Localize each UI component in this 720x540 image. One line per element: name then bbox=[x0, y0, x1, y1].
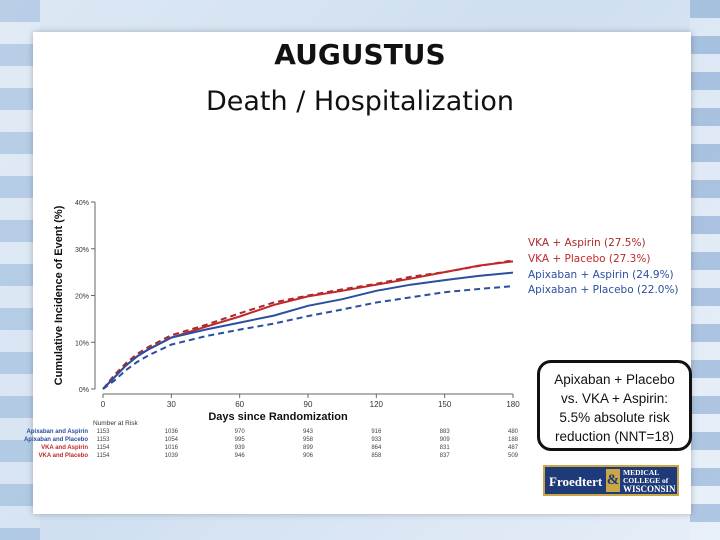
at-risk-value: 909 bbox=[440, 437, 451, 443]
slide-title: AUGUSTUS bbox=[274, 38, 446, 71]
legend-entry: VKA + Placebo (27.3%) bbox=[528, 253, 650, 265]
x-axis-label: Days since Randomization bbox=[208, 411, 348, 423]
logo-ampersand: & bbox=[606, 469, 620, 492]
callout-line-2: vs. VKA + Aspirin: bbox=[561, 391, 668, 406]
at-risk-value: 899 bbox=[303, 445, 314, 451]
at-risk-value: 958 bbox=[303, 437, 314, 443]
callout-box: Apixaban + Placebo vs. VKA + Aspirin: 5.… bbox=[537, 360, 692, 451]
x-tick-label: 90 bbox=[304, 400, 313, 409]
at-risk-value: 837 bbox=[440, 453, 451, 459]
series-line-1 bbox=[102, 260, 514, 390]
callout-line-1: Apixaban + Placebo bbox=[554, 372, 675, 387]
logo-left-text: Froedtert bbox=[549, 474, 603, 489]
at-risk-value: 831 bbox=[440, 445, 451, 451]
x-tick-label: 30 bbox=[167, 400, 176, 409]
legend-entry: VKA + Aspirin (27.5%) bbox=[528, 237, 646, 249]
at-risk-row-label: VKA and Placebo bbox=[39, 453, 89, 459]
at-risk-value: 1153 bbox=[97, 429, 111, 435]
logo-right-line-1: MEDICAL bbox=[623, 468, 660, 477]
series-line-2 bbox=[102, 271, 514, 390]
background-stripes-right bbox=[690, 0, 720, 540]
at-risk-value: 1016 bbox=[165, 445, 179, 451]
logo-right-line-3: WISCONSIN bbox=[623, 484, 676, 494]
y-tick-label: 40% bbox=[75, 200, 89, 207]
at-risk-value: 1039 bbox=[165, 453, 179, 459]
logo-right-line-2: COLLEGE of bbox=[623, 476, 669, 485]
at-risk-value: 939 bbox=[235, 445, 246, 451]
institution-logo: Froedtert & MEDICAL COLLEGE of WISCONSIN bbox=[543, 465, 679, 496]
at-risk-value: 188 bbox=[508, 437, 519, 443]
x-tick-label: 0 bbox=[101, 400, 106, 409]
at-risk-value: 883 bbox=[440, 429, 451, 435]
at-risk-header: Number at Risk bbox=[93, 420, 139, 427]
at-risk-value: 916 bbox=[371, 429, 382, 435]
at-risk-row-label: Apixaban and Aspirin bbox=[27, 429, 89, 435]
at-risk-value: 946 bbox=[235, 453, 246, 459]
at-risk-row-label: Apixaban and Placebo bbox=[24, 437, 88, 443]
y-tick-label: 0% bbox=[79, 387, 89, 394]
y-tick-label: 30% bbox=[75, 247, 89, 254]
slide-subtitle: Death / Hospitalization bbox=[205, 86, 514, 117]
legend-entry: Apixaban + Placebo (22.0%) bbox=[528, 284, 679, 296]
at-risk-value: 995 bbox=[235, 437, 246, 443]
x-tick-label: 150 bbox=[438, 400, 452, 409]
at-risk-value: 906 bbox=[303, 453, 314, 459]
y-axis-label: Cumulative Incidence of Event (%) bbox=[53, 205, 65, 385]
at-risk-value: 864 bbox=[371, 445, 382, 451]
y-tick-label: 20% bbox=[75, 294, 89, 301]
at-risk-value: 933 bbox=[371, 437, 382, 443]
legend-entry: Apixaban + Aspirin (24.9%) bbox=[528, 269, 674, 281]
at-risk-value: 1154 bbox=[97, 445, 111, 451]
at-risk-value: 480 bbox=[508, 429, 519, 435]
series-line-3 bbox=[102, 285, 514, 390]
at-risk-value: 1154 bbox=[97, 453, 111, 459]
x-tick-label: 120 bbox=[370, 400, 384, 409]
x-tick-label: 180 bbox=[506, 400, 520, 409]
at-risk-value: 509 bbox=[508, 453, 519, 459]
at-risk-value: 943 bbox=[303, 429, 314, 435]
at-risk-value: 1036 bbox=[165, 429, 179, 435]
y-tick-label: 10% bbox=[75, 340, 89, 347]
at-risk-value: 970 bbox=[235, 429, 246, 435]
at-risk-value: 487 bbox=[508, 445, 519, 451]
callout-line-4: reduction (NNT=18) bbox=[555, 429, 674, 444]
callout-line-3: 5.5% absolute risk bbox=[559, 410, 670, 425]
at-risk-value: 858 bbox=[371, 453, 382, 459]
at-risk-value: 1054 bbox=[165, 437, 179, 443]
at-risk-row-label: VKA and Aspirin bbox=[41, 445, 88, 451]
x-tick-label: 60 bbox=[235, 400, 244, 409]
at-risk-value: 1153 bbox=[97, 437, 111, 443]
